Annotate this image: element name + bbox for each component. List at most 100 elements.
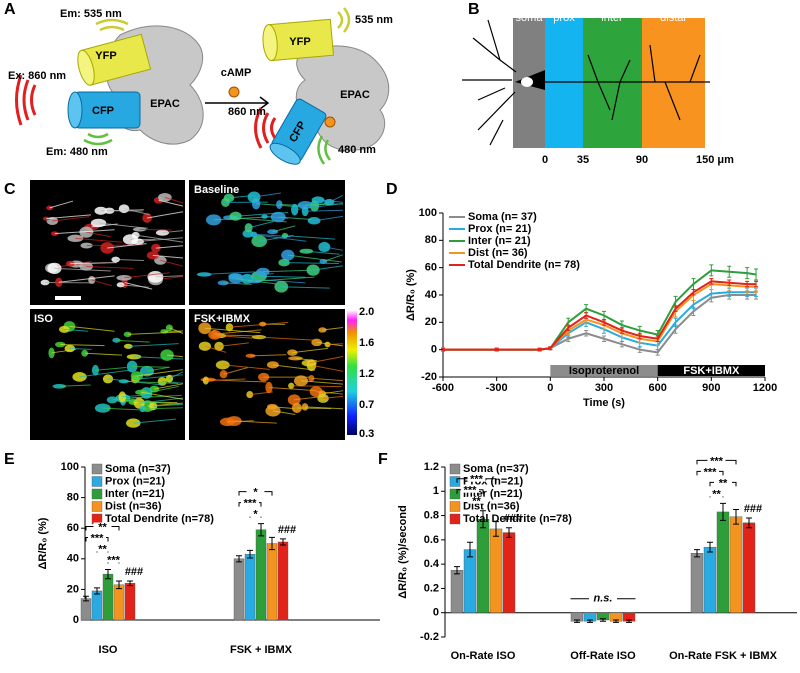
neurite: [120, 284, 149, 288]
label: Em: 480 nm: [46, 146, 108, 158]
bar: [716, 511, 730, 613]
error-bar: [105, 569, 111, 580]
significance-label: ***: [464, 485, 478, 497]
region-label: prox: [553, 12, 575, 24]
image-title: Baseline: [194, 184, 239, 196]
neurite: [107, 378, 164, 386]
significance-label: ***: [91, 532, 105, 544]
neurite: [54, 229, 115, 235]
colorbar-tick: 0.7: [359, 399, 374, 411]
x-tick-label: -600: [432, 382, 454, 394]
dendrites: [462, 19, 517, 146]
neurite: [272, 225, 296, 233]
cell: [291, 402, 302, 414]
region-prox: [545, 18, 583, 148]
scale-bar: [55, 296, 81, 300]
x-tick-label: ISO: [99, 644, 118, 656]
bar: [277, 541, 289, 621]
neurite: [166, 354, 184, 358]
x-tick-label: 600: [648, 382, 666, 394]
significance-label: ***: [704, 466, 718, 478]
label-bg: [104, 555, 123, 563]
cell: [317, 393, 329, 403]
neurite: [309, 355, 344, 364]
y-tick-label: 1: [433, 485, 439, 497]
neurite: [204, 345, 227, 353]
label-bg: [461, 485, 479, 493]
treatment-period: [550, 365, 658, 376]
x-tick-label: FSK + IBMX: [230, 644, 293, 656]
scale-label: 90: [636, 154, 648, 166]
bar: [244, 554, 256, 621]
neurite: [91, 279, 113, 287]
neurite: [214, 334, 263, 337]
neurite: [102, 407, 140, 411]
x-tick-label: 0: [547, 382, 553, 394]
label-bg: [714, 478, 732, 486]
significance-label: n.s.: [594, 593, 613, 605]
neurite: [137, 237, 184, 242]
neurite: [311, 377, 344, 382]
cell: [102, 374, 114, 384]
neurite: [69, 325, 115, 332]
x-tick-label: On-Rate ISO: [451, 650, 516, 662]
neurite: [155, 245, 184, 249]
neurite: [323, 395, 344, 399]
label-bg: [246, 509, 265, 517]
region-label: soma: [516, 12, 544, 24]
neurite: [262, 269, 311, 273]
neurite: [219, 342, 249, 347]
emission-waves: [83, 132, 113, 146]
cell: [94, 403, 111, 413]
treatment-label: FSK+IBMX: [683, 365, 740, 377]
neurite: [64, 328, 89, 332]
group-mark: ###: [278, 524, 296, 536]
legend-swatch: [449, 501, 461, 512]
label: 480 nm: [338, 144, 376, 156]
error-bar: [247, 549, 253, 559]
cfp-cylinder: [67, 91, 141, 129]
neurite: [60, 343, 105, 347]
y-tick-label: 0: [433, 607, 439, 619]
neurite: [311, 364, 344, 372]
panel-label: A: [4, 1, 16, 18]
significance-label: **: [472, 496, 481, 508]
neurite: [127, 331, 182, 335]
scale-label: 0: [542, 154, 548, 166]
x-tick-label: 300: [595, 382, 613, 394]
emission-waves: [317, 135, 332, 165]
neurite: [139, 228, 172, 231]
neurite: [128, 343, 179, 347]
neurite: [272, 410, 296, 415]
region-label: inter: [601, 12, 623, 24]
error-bar: [493, 521, 499, 537]
legend-swatch: [91, 501, 103, 512]
neurite: [155, 275, 184, 278]
cell: [258, 372, 270, 382]
bar: [729, 516, 743, 613]
neurite: [235, 212, 289, 217]
series-line: [443, 280, 757, 351]
panel-a: Em: 535 nm YFP Ex: 860 nm CFP EPAC Em: 4…: [8, 7, 393, 165]
bar: [255, 529, 267, 621]
panel-label: D: [386, 181, 398, 198]
group-mark: ###: [744, 503, 762, 515]
legend-swatch: [91, 476, 103, 487]
neurite: [235, 278, 276, 285]
neurite: [123, 208, 150, 216]
bar: [489, 528, 503, 613]
legend-label: Dist (n= 36): [468, 247, 528, 259]
excitation-waves: [15, 74, 37, 126]
neurite: [46, 214, 92, 220]
neurite: [153, 404, 184, 407]
legend-label: Soma (n= 37): [468, 211, 537, 223]
legend-label: Total Dendrite (n=78): [105, 513, 214, 525]
neurite: [52, 216, 90, 222]
y-tick-label: 0: [431, 344, 437, 356]
neurite: [123, 272, 170, 279]
nucleus: [521, 77, 533, 87]
neurite: [268, 387, 317, 392]
neurite: [86, 231, 111, 238]
error-bar: [613, 619, 619, 623]
y-tick-label: 0: [73, 614, 79, 626]
